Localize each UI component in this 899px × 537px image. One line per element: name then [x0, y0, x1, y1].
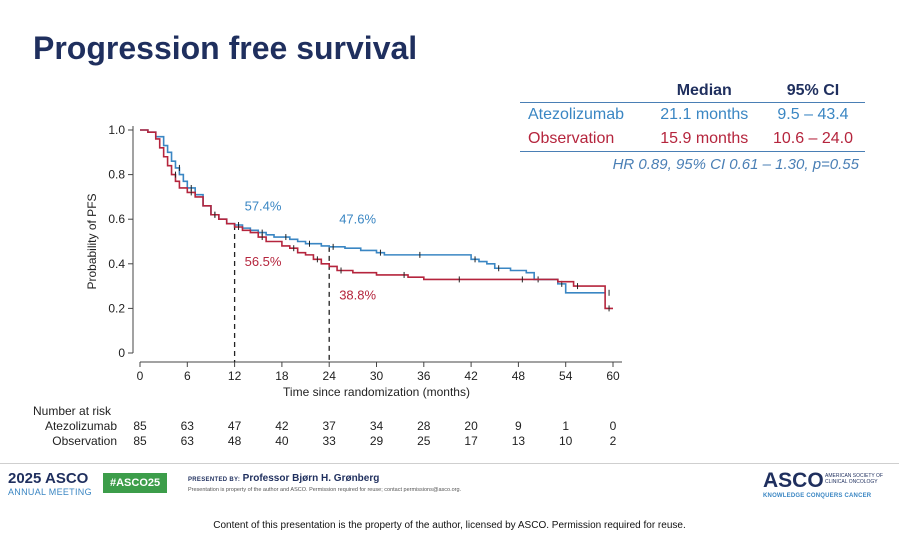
risk-value-observation-24: 33 [322, 434, 336, 448]
x-tick-label: 30 [370, 369, 384, 383]
hazard-ratio-text: HR 0.89, 95% CI 0.61 – 1.30, p=0.55 [612, 156, 859, 173]
number-at-risk-title: Number at risk [33, 404, 112, 418]
pfs-kaplan-meier-chart: 0 0.2 0.4 0.6 0.8 1.0 0 6 12 18 24 30 36 42 48 54 60 Time… [85, 123, 622, 399]
survival-annotation-observation-24: 38.8% [339, 287, 376, 302]
x-tick-label: 24 [323, 369, 337, 383]
risk-value-observation-6: 63 [180, 434, 194, 448]
risk-value-atezolizumab-12: 47 [227, 419, 242, 433]
asco-tagline: KNOWLEDGE CONQUERS CANCER [763, 493, 872, 499]
risk-row-label-observation: Observation [52, 434, 117, 448]
stats-header-median: Median [647, 80, 761, 103]
survival-annotation-atezolizumab-24: 47.6% [339, 212, 376, 227]
stats-median: 21.1 months [660, 106, 749, 123]
stats-median: 15.9 months [647, 127, 761, 152]
presented-by-label: PRESENTED BY: [188, 477, 241, 483]
x-tick-label: 18 [275, 369, 289, 383]
risk-value-atezolizumab-48: 9 [515, 419, 522, 433]
x-axis-label: Time since randomization (months) [283, 385, 470, 399]
x-tick-label: 48 [512, 369, 526, 383]
median-stats-table: Median 95% CI Atezolizumab 21.1 months 9… [520, 80, 865, 173]
risk-value-observation-12: 48 [227, 434, 242, 448]
x-tick-label: 12 [228, 369, 242, 383]
survival-annotation-atezolizumab-12: 57.4% [245, 198, 282, 213]
y-tick-label: 1.0 [108, 123, 125, 137]
x-tick-label: 0 [137, 369, 144, 383]
asco-meeting-logo: 2025 ASCO ANNUAL MEETING [8, 470, 93, 497]
series-line-observation [140, 129, 613, 310]
y-tick-label: 0 [118, 346, 125, 360]
risk-value-observation-54: 10 [559, 434, 573, 448]
risk-value-observation-42: 17 [464, 434, 478, 448]
risk-value-atezolizumab-54: 1 [562, 419, 570, 433]
risk-value-observation-0: 85 [133, 434, 147, 448]
stats-ci: 10.6 – 24.0 [760, 127, 865, 152]
risk-value-atezolizumab-30: 34 [369, 419, 384, 433]
x-tick-label: 6 [184, 369, 191, 383]
page-title: Progression free survival [33, 30, 418, 66]
asco-brand-text: ASCO [763, 469, 824, 492]
survival-annotation-observation-12: 56.5% [245, 254, 282, 269]
risk-value-atezolizumab-42: 20 [464, 419, 478, 433]
stats-header-ci: 95% CI [760, 80, 865, 103]
x-tick-label: 42 [464, 369, 478, 383]
y-tick-label: 0.8 [108, 168, 125, 182]
risk-value-atezolizumab-18: 42 [275, 419, 289, 433]
stats-row-observation: Observation 15.9 months 10.6 – 24.0 [520, 127, 865, 152]
presenter-name: Professor Bjørn H. Grønberg [242, 473, 380, 484]
risk-value-atezolizumab-0: 85 [133, 419, 147, 433]
risk-row-label-atezolizumab: Atezolizumab [44, 419, 117, 433]
presenter-block: PRESENTED BY: Professor Bjørn H. Grønber… [188, 473, 461, 493]
risk-value-atezolizumab-60: 0 [609, 419, 617, 433]
asco-society-logo: ASCO AMERICAN SOCIETY OF CLINICAL ONCOLO… [763, 469, 883, 499]
copyright-notice: Content of this presentation is the prop… [213, 520, 686, 531]
asco-society-name: AMERICAN SOCIETY OF CLINICAL ONCOLOGY [825, 473, 883, 485]
y-tick-label: 0.4 [108, 257, 125, 271]
x-tick-label: 36 [417, 369, 431, 383]
stats-header-blank [520, 80, 648, 103]
y-tick-label: 0.6 [108, 212, 125, 226]
risk-value-observation-36: 25 [417, 434, 431, 448]
meeting-logo-subtext: ANNUAL MEETING [8, 487, 92, 497]
y-tick-label: 0.2 [108, 301, 125, 315]
stats-row-atezolizumab: Atezolizumab 21.1 months 9.5 – 43.4 [520, 103, 865, 128]
stats-ci: 9.5 – 43.4 [777, 106, 849, 123]
stats-group: Atezolizumab [528, 106, 625, 123]
risk-value-observation-30: 29 [369, 434, 384, 448]
footer-divider [0, 463, 899, 464]
hashtag-badge: #ASCO25 [103, 473, 168, 493]
presenter-note: Presentation is property of the author a… [188, 487, 462, 493]
y-axis-label: Probability of PFS [85, 193, 99, 289]
stats-group: Observation [520, 127, 648, 152]
series-line-atezolizumab [140, 129, 606, 294]
x-tick-label: 54 [559, 369, 573, 383]
risk-value-observation-60: 2 [609, 434, 617, 448]
risk-value-observation-48: 13 [511, 434, 526, 448]
risk-value-atezolizumab-36: 28 [417, 419, 431, 433]
risk-value-observation-18: 40 [275, 434, 289, 448]
risk-value-atezolizumab-6: 63 [180, 419, 194, 433]
meeting-logo-text: 2025 ASCO [8, 470, 89, 487]
risk-value-atezolizumab-24: 37 [322, 419, 336, 433]
x-tick-label: 60 [606, 369, 620, 383]
